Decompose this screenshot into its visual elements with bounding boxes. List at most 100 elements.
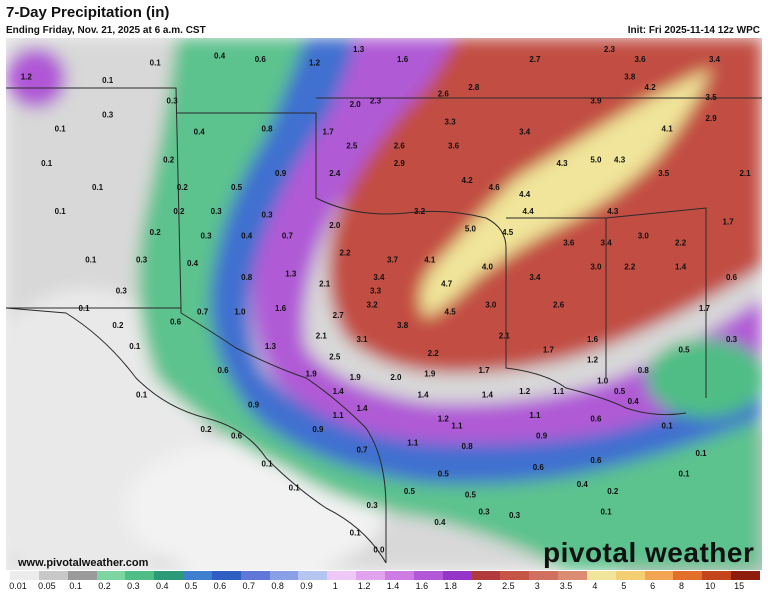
precip-value-label: 4.3 <box>556 159 568 168</box>
precip-value-label: 4.7 <box>441 280 453 289</box>
legend-label: 0.8 <box>271 581 284 591</box>
precip-value-label: 2.1 <box>319 280 331 289</box>
precip-value-label: 2.8 <box>468 83 480 92</box>
precip-value-label: 0.2 <box>200 425 212 434</box>
precip-value-label: 0.2 <box>150 228 162 237</box>
precip-value-label: 5.0 <box>590 155 602 164</box>
legend-label: 0.4 <box>155 581 169 591</box>
legend-label: 0.1 <box>69 581 82 591</box>
precip-value-label: 1.1 <box>553 387 565 396</box>
precip-value-label: 0.8 <box>261 124 273 133</box>
precip-value-label: 2.7 <box>529 55 541 64</box>
precip-value-label: 2.1 <box>316 332 328 341</box>
precip-value-label: 1.2 <box>309 59 321 68</box>
precip-value-label: 3.4 <box>529 273 541 282</box>
precip-value-label: 0.1 <box>102 76 114 85</box>
precip-value-label: 0.2 <box>173 207 185 216</box>
precip-value-label: 4.3 <box>614 155 626 164</box>
precip-value-label: 2.5 <box>346 142 358 151</box>
precip-value-label: 4.2 <box>645 83 657 92</box>
precip-value-label: 1.3 <box>265 342 277 351</box>
precip-value-label: 2.6 <box>438 90 450 99</box>
precip-value-label: 0.6 <box>217 366 229 375</box>
precip-value-label: 3.5 <box>706 93 718 102</box>
legend-label: 1.8 <box>444 581 457 591</box>
precip-value-label: 0.1 <box>678 470 690 479</box>
precip-value-label: 0.5 <box>404 487 416 496</box>
legend-swatch <box>211 571 241 580</box>
precip-value-label: 0.1 <box>662 421 674 430</box>
precip-value-label: 0.1 <box>85 256 97 265</box>
precip-value-label: 3.6 <box>448 142 460 151</box>
legend-label: 1.6 <box>415 581 429 591</box>
legend-label: 3 <box>534 581 540 591</box>
precip-value-label: 3.8 <box>397 321 409 330</box>
precip-value-label: 2.0 <box>390 373 402 382</box>
legend-label: 0.05 <box>38 581 56 591</box>
precip-value-label: 0.1 <box>78 304 90 313</box>
precip-value-label: 1.2 <box>438 415 450 424</box>
precip-value-label: 0.4 <box>187 259 199 268</box>
precip-value-label: 1.9 <box>350 373 362 382</box>
precip-value-label: 3.8 <box>624 73 636 82</box>
legend-label: 1 <box>332 581 338 591</box>
precip-value-label: 3.6 <box>634 55 646 64</box>
precip-value-label: 0.6 <box>231 432 243 441</box>
precip-value-label: 1.1 <box>451 421 463 430</box>
legend-label: 0.5 <box>184 581 198 591</box>
precip-value-label: 0.9 <box>248 401 260 410</box>
legend-label: 2.5 <box>502 581 515 591</box>
legend-label: 2 <box>477 581 483 591</box>
precip-value-label: 0.3 <box>200 231 212 240</box>
precip-value-label: 0.1 <box>350 529 362 538</box>
precip-value-label: 0.3 <box>102 111 114 120</box>
legend-swatch <box>356 571 385 580</box>
legend-swatch <box>615 571 645 580</box>
precip-value-label: 2.9 <box>706 114 718 123</box>
precip-value-label: 1.4 <box>417 390 429 399</box>
precip-value-label: 3.0 <box>485 301 497 310</box>
legend-colorbar <box>10 571 760 580</box>
state-borders <box>6 87 762 564</box>
precip-value-label: 0.6 <box>590 415 602 424</box>
legend-swatch <box>471 571 501 580</box>
precip-value-label: 2.0 <box>329 221 341 230</box>
precip-value-label: 0.3 <box>167 97 179 106</box>
precip-value-label: 0.1 <box>261 459 273 468</box>
precip-value-label: 0.1 <box>129 342 141 351</box>
precip-value-label: 0.6 <box>533 463 545 472</box>
precip-value-label: 2.3 <box>604 45 616 54</box>
precip-value-label: 3.4 <box>373 273 385 282</box>
legend-label: 5 <box>621 581 627 591</box>
precip-value-label: 0.0 <box>373 546 385 555</box>
precip-value-label: 1.7 <box>478 366 490 375</box>
precip-value-label: 0.7 <box>197 307 209 316</box>
legend-swatch <box>10 571 39 580</box>
precip-value-label: 1.9 <box>306 370 318 379</box>
legend-swatch <box>529 571 559 580</box>
precip-value-label: 1.1 <box>333 411 345 420</box>
precip-value-label: 3.0 <box>638 231 650 240</box>
precip-value-label: 1.4 <box>675 263 687 272</box>
precip-value-label: 0.1 <box>41 159 53 168</box>
precip-value-label: 0.8 <box>241 273 253 282</box>
precip-value-label: 0.9 <box>312 425 324 434</box>
precip-value-label: 1.3 <box>353 45 365 54</box>
precip-value-label: 4.2 <box>462 176 474 185</box>
precip-value-label: 0.4 <box>214 52 226 61</box>
precip-value-label: 1.0 <box>597 377 609 386</box>
legend-swatch <box>731 571 760 580</box>
precip-value-label: 1.2 <box>519 387 531 396</box>
precip-value-label: 3.0 <box>590 263 602 272</box>
map-title: 7-Day Precipitation (in) <box>6 4 170 21</box>
legend-swatch <box>644 571 674 580</box>
legend-label: 4 <box>592 581 598 591</box>
precip-value-label: 2.9 <box>394 159 406 168</box>
precip-value-labels: 1.2 0.1 0.1 0.4 0.6 1.2 1.3 1.6 2.7 2.3 3.6 3.4 0.3 2… <box>21 45 751 555</box>
precip-value-label: 1.4 <box>482 390 494 399</box>
legend-label: 1.4 <box>386 581 400 591</box>
legend-swatch <box>673 571 703 580</box>
precip-value-label: 1.6 <box>275 304 287 313</box>
legend-label: 8 <box>678 581 684 591</box>
precip-value-label: 2.1 <box>499 332 511 341</box>
